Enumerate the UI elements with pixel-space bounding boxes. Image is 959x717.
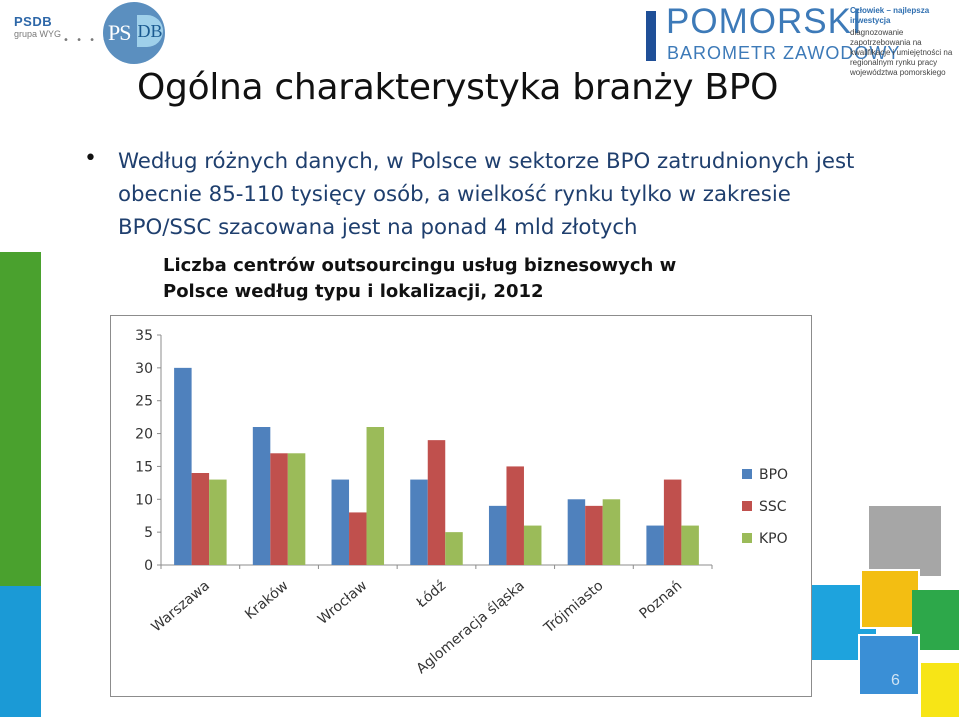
bar-kpo — [209, 479, 227, 565]
legend-label-bpo: BPO — [759, 467, 788, 483]
green-side-bar — [0, 252, 41, 586]
chart-frame: 0 5 10 15 20 25 30 35 Warszawa Kraków Wrocław Łódź A… — [110, 315, 812, 697]
x-tick-label: Poznań — [636, 578, 685, 623]
gray-square — [869, 506, 941, 576]
legend-label-kpo: KPO — [759, 531, 788, 547]
bar-ssc — [349, 512, 367, 565]
x-tick-label: Kraków — [242, 578, 291, 623]
y-tick-label: 10 — [135, 492, 153, 508]
psdb-logo-text: PS — [108, 20, 132, 45]
page-number: 6 — [891, 672, 900, 689]
legend-swatch-ssc — [742, 501, 752, 511]
bar-ssc — [191, 473, 210, 565]
bar-bpo — [252, 427, 271, 565]
bar-kpo — [602, 499, 621, 565]
bar-ssc — [270, 453, 288, 565]
psdb-small-sub: grupa WYG — [14, 29, 62, 39]
pomorski-tagline-title: Człowiek – najlepsza inwestycja — [850, 6, 930, 25]
bar-ssc — [585, 505, 603, 565]
y-tick-label: 15 — [135, 459, 153, 475]
x-tick-label: Łódź — [413, 578, 449, 612]
x-tick-label: Trójmiasto — [540, 578, 606, 637]
bar-kpo — [366, 427, 385, 565]
psdb-small-logo: PSDB grupa WYG — [14, 14, 61, 39]
bar-ssc — [506, 466, 524, 565]
y-tick-label: 0 — [144, 558, 153, 574]
pomorski-tagline: Człowiek – najlepsza inwestycja diagnozo… — [850, 6, 959, 78]
bar-bpo — [567, 499, 586, 565]
pomorski-tagline-text: diagnozowanie zapotrzebowania na kwalifi… — [850, 28, 953, 77]
bar-bpo — [488, 505, 507, 565]
bar-bpo — [410, 479, 428, 565]
yellow-square-bottom — [921, 663, 959, 717]
chart-title: Liczba centrów outsourcingu usług biznes… — [163, 255, 677, 302]
y-tick-label: 25 — [135, 394, 153, 410]
y-tick-label: 5 — [144, 525, 153, 541]
x-tick-label: Wrocław — [315, 578, 370, 628]
x-tick-label: Warszawa — [149, 578, 213, 636]
y-tick-label: 20 — [135, 427, 153, 443]
legend-swatch-bpo — [742, 469, 752, 479]
bar-ssc — [427, 440, 446, 565]
psdb-small-label: PSDB — [14, 14, 53, 29]
psdb-logo-letter: DB — [137, 15, 163, 47]
bar-kpo — [445, 532, 463, 565]
bullet-marker: • — [84, 146, 97, 171]
y-tick-label: 30 — [135, 361, 153, 377]
y-tick-label: 35 — [135, 328, 153, 344]
blue-square-bottom — [858, 634, 920, 696]
pomorski-title: POMORSKI — [666, 2, 863, 41]
dots-decoration: • • • • • • — [63, 35, 137, 46]
bar-kpo — [681, 525, 699, 565]
bar-ssc — [663, 479, 682, 565]
bar-bpo — [646, 525, 664, 565]
bar-bpo — [331, 479, 350, 565]
bar-kpo — [287, 453, 306, 565]
yellow-square-top — [860, 569, 920, 629]
slide-title: Ogólna charakterystyka branży BPO — [137, 67, 779, 108]
psdb-logo: PS DB — [103, 2, 165, 64]
legend-swatch-kpo — [742, 533, 752, 543]
pomorski-subtitle: BAROMETR ZAWODOWY — [667, 43, 901, 63]
bar-bpo — [174, 367, 192, 565]
bullet-text: Według różnych danych, w Polsce w sektor… — [118, 149, 855, 240]
bar-kpo — [523, 525, 542, 565]
blue-side-bar — [0, 586, 41, 717]
legend-label-ssc: SSC — [759, 499, 787, 515]
pomorski-logo-bar — [646, 11, 656, 61]
